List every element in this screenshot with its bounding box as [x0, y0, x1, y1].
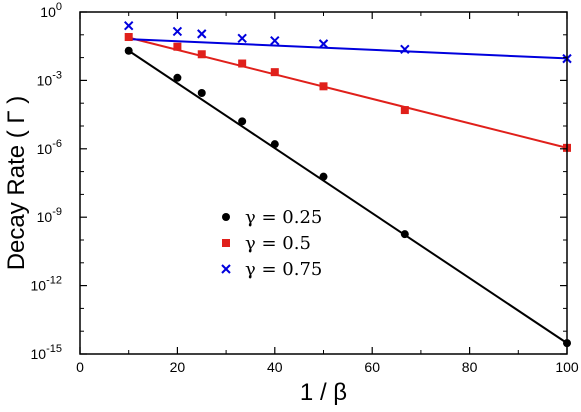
x-tick-label: 0 — [76, 359, 84, 375]
legend-label-3: γ = 0.75 — [245, 259, 322, 280]
legend-label-2: γ = 0.5 — [245, 233, 311, 254]
series-2-point — [173, 42, 182, 51]
series-3-point-stroke-b — [197, 29, 207, 39]
series-3-point — [172, 26, 183, 37]
data-markers — [123, 21, 572, 348]
y-tick-label: 10-3 — [37, 69, 62, 88]
series-3-point-stroke-b — [400, 44, 410, 55]
legend-marker-2 — [222, 239, 230, 247]
series-3-point — [123, 21, 134, 31]
series-1-point — [197, 89, 206, 98]
legend-marker-1 — [222, 213, 230, 221]
series-2-point — [270, 68, 279, 77]
y-tick-label: 10-6 — [37, 138, 62, 157]
series-1-point — [173, 73, 182, 82]
series-3-point — [400, 44, 410, 55]
series-2-point — [197, 50, 206, 59]
series-3-point-stroke-b — [318, 39, 329, 49]
x-tick-label: 40 — [267, 359, 283, 375]
y-axis-title: Decay Rate ( Γ ) — [3, 96, 30, 271]
series-3-point — [318, 39, 329, 49]
legend-marker-3-stroke-b — [221, 264, 231, 274]
series-3-point-stroke-b — [123, 21, 134, 31]
y-axis-ticks: 10-15 10-12 10-9 10-6 10-3 100 — [31, 1, 567, 362]
series-3-point — [270, 36, 280, 46]
series-3-point — [237, 33, 247, 44]
series-3-point-stroke-b — [270, 36, 280, 46]
legend-marker-3 — [221, 264, 231, 274]
x-tick-label: 60 — [364, 359, 380, 375]
y-tick-label: 10-12 — [31, 275, 62, 294]
series-2-point — [124, 33, 133, 42]
series-2-point — [400, 106, 409, 115]
x-tick-label: 20 — [170, 359, 186, 375]
y-tick-label: 100 — [40, 1, 62, 20]
series-2-point — [238, 59, 247, 68]
y-tick-label: 10-9 — [37, 206, 62, 225]
series-3-point-stroke-b — [172, 26, 183, 37]
series-1-point — [124, 46, 133, 55]
series-1-point — [270, 140, 279, 149]
series-1-point — [238, 117, 247, 126]
series-2-point — [319, 82, 328, 91]
legend-label-1: γ = 0.25 — [245, 207, 322, 228]
series-3-fit-line — [128, 38, 568, 60]
legend: γ = 0.25 γ = 0.5 γ = 0.75 — [221, 207, 322, 280]
y-tick-label: 10-15 — [31, 343, 62, 362]
x-axis-title: 1 / β — [300, 379, 347, 406]
series-1-point — [400, 230, 409, 239]
x-tick-label: 100 — [555, 359, 579, 375]
series-3-point-stroke-b — [237, 33, 247, 44]
x-tick-label: 80 — [462, 359, 478, 375]
series-1-fit-line — [128, 49, 568, 344]
series-3-point — [197, 29, 207, 39]
series-1-point — [319, 172, 328, 181]
x-axis-ticks: 0 20 40 60 80 100 — [76, 12, 579, 375]
